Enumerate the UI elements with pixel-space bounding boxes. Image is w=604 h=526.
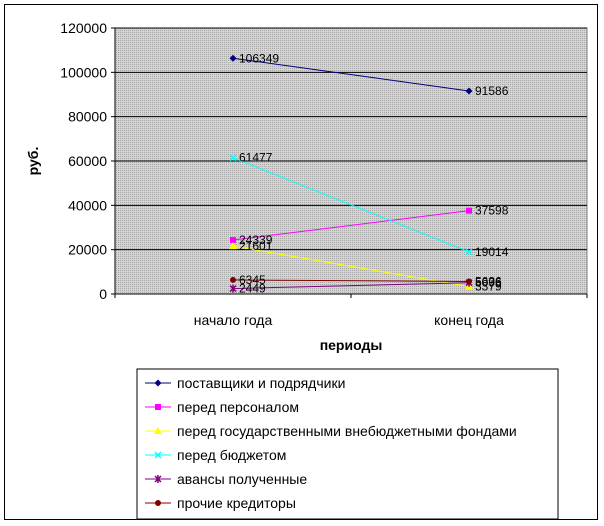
- legend-marker: [154, 379, 162, 387]
- data-point: [229, 284, 237, 293]
- data-label: 5096: [475, 276, 502, 290]
- series-6: 6345 5636: [230, 273, 502, 289]
- y-tick-label: 60000: [68, 153, 107, 169]
- series-4: 61477 19014: [229, 151, 509, 259]
- legend-label: авансы полученные: [177, 471, 307, 487]
- legend-label: перед персоналом: [177, 399, 299, 415]
- series-line: [232, 57, 470, 92]
- legend-item: авансы полученные: [145, 471, 307, 487]
- data-point: [466, 207, 472, 214]
- y-tick-label: 0: [99, 286, 107, 302]
- axes: [111, 27, 588, 298]
- data-point: [229, 242, 237, 250]
- data-point: [465, 87, 473, 95]
- y-tick-labels: 0 20000 40000 60000 80000 100000 120000: [60, 20, 107, 302]
- legend-marker: [154, 451, 162, 459]
- legend-label: перед бюджетом: [177, 447, 286, 463]
- series-line: [232, 279, 470, 283]
- y-tick-label: 120000: [60, 20, 107, 36]
- series-line: [232, 245, 470, 288]
- y-axis-title: руб.: [25, 147, 41, 176]
- legend: поставщики и подрядчики перед персоналом п…: [136, 368, 559, 520]
- legend-label: перед государственными внебюджетными фон…: [177, 423, 517, 439]
- data-point: [229, 154, 237, 162]
- series-line: [232, 210, 470, 241]
- data-point: [466, 278, 472, 285]
- data-label: 5636: [475, 275, 502, 289]
- legend-item: перед государственными внебюджетными фон…: [145, 423, 517, 439]
- data-point: [230, 276, 236, 283]
- legend-item: прочие кредиторы: [145, 495, 296, 511]
- legend-marker: [155, 404, 161, 410]
- legend-marker: [155, 500, 161, 506]
- gridlines: [115, 27, 587, 251]
- data-label: 2449: [239, 282, 266, 296]
- legend-item: поставщики и подрядчики: [145, 375, 345, 391]
- data-point: [465, 248, 473, 256]
- y-tick-label: 100000: [60, 64, 107, 80]
- data-label: 24339: [239, 233, 273, 247]
- data-label: 37598: [475, 204, 509, 218]
- data-label: 3379: [475, 280, 502, 294]
- legend-box: [136, 368, 559, 520]
- data-label: 61477: [239, 151, 273, 165]
- data-label: 21601: [239, 239, 273, 253]
- legend-marker: [154, 475, 162, 483]
- data-point: [230, 237, 236, 244]
- series-line: [232, 282, 470, 290]
- data-label: 91586: [475, 84, 509, 98]
- legend-marker: [154, 427, 162, 434]
- data-label: 106349: [239, 51, 279, 65]
- legend-label: прочие кредиторы: [177, 495, 296, 511]
- legend-item: перед персоналом: [145, 399, 299, 415]
- data-point: [229, 54, 237, 62]
- series-group: 106349 91586 24339 37598 21601 3379 61477 19014…: [229, 51, 509, 296]
- series-2: 24339 37598: [230, 204, 509, 247]
- legend-label: поставщики и подрядчики: [177, 375, 345, 391]
- y-tick-label: 80000: [68, 109, 107, 125]
- series-3: 21601 3379: [229, 239, 502, 294]
- x-tick-label: конец года: [434, 312, 504, 328]
- data-label: 6345: [239, 273, 266, 287]
- x-tick-labels: начало года конец года: [194, 312, 504, 328]
- x-axis-title: периоды: [320, 337, 383, 353]
- y-tick-label: 40000: [68, 197, 107, 213]
- series-line: [232, 157, 470, 253]
- legend-item: перед бюджетом: [145, 447, 286, 463]
- series-1: 106349 91586: [229, 51, 509, 98]
- x-tick-label: начало года: [194, 312, 273, 328]
- data-label: 19014: [475, 245, 509, 259]
- y-tick-label: 20000: [68, 242, 107, 258]
